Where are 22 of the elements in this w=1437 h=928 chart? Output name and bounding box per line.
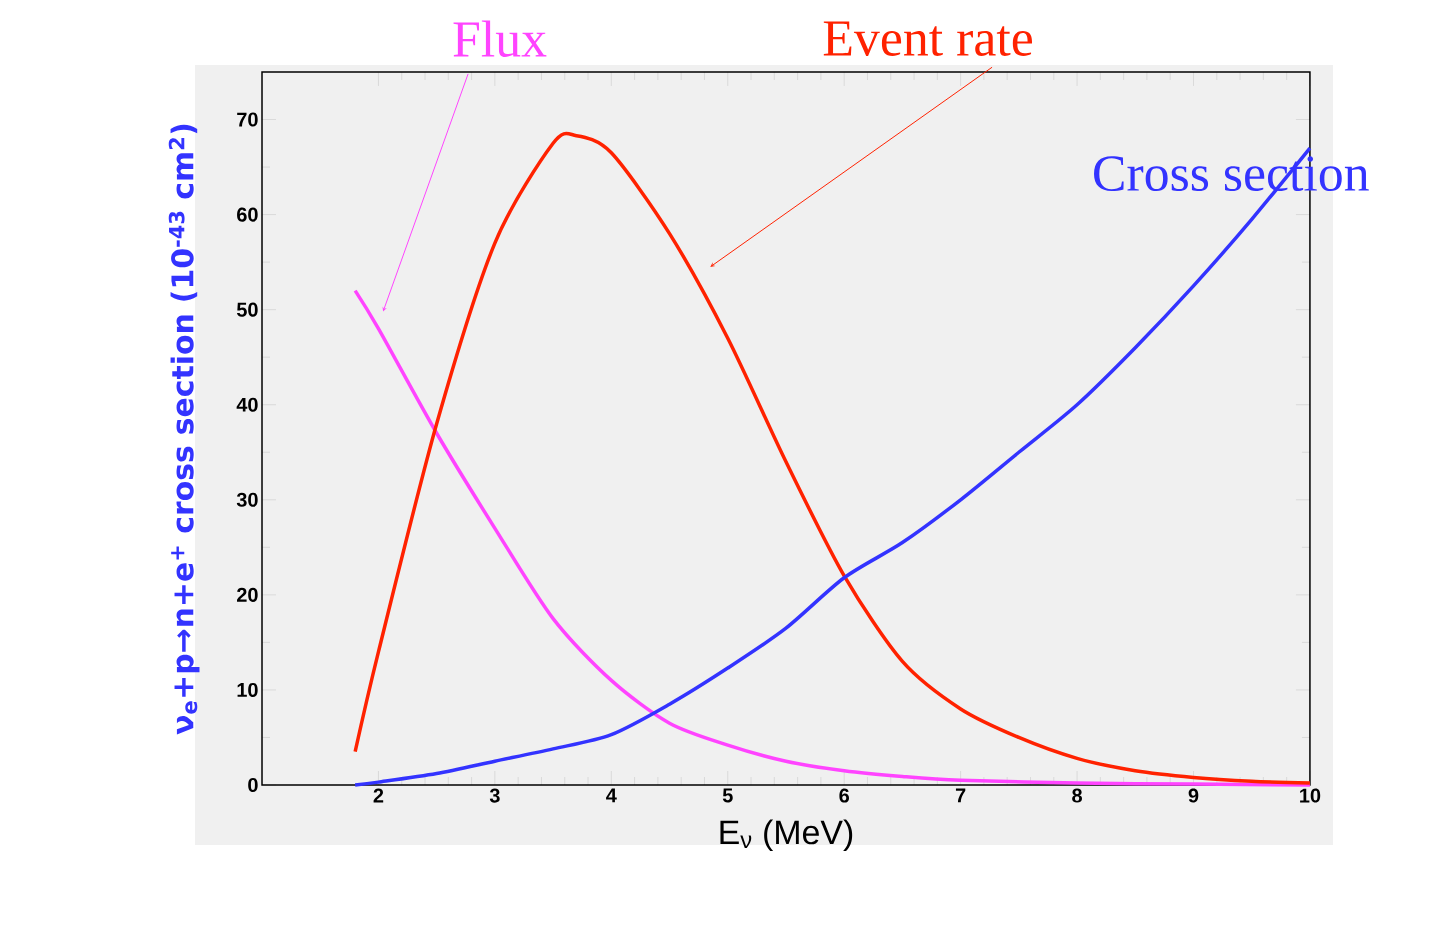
text: ν$_{e}$+p→n+e$^{+}$ cross section (10$^{-43}$ cm$^{2}$): [168, 124, 200, 735]
x-tick-label: 5: [722, 788, 733, 803]
x-axis-title: E$_{ν}$ (MeV): [720, 819, 853, 852]
y-tick-label: 10: [237, 682, 258, 697]
y-tick-label: 40: [236, 397, 258, 412]
x-tick-label: 8: [1072, 788, 1082, 803]
y-tick-label: 20: [237, 587, 258, 602]
x-tick-label: 10: [1300, 788, 1321, 803]
y-tick-label: 30: [236, 492, 258, 507]
y-tick-label: 70: [237, 112, 258, 127]
text: Flux: [453, 20, 547, 57]
x-tick-label: 4: [606, 788, 617, 803]
x-tick-label: 7: [955, 788, 966, 803]
line-series: [353, 288, 1312, 787]
x-tick-label: 9: [1188, 788, 1199, 803]
x-tick-label: 3: [489, 788, 500, 803]
y-tick-label: 0: [248, 777, 258, 793]
x-tick-label: 2: [373, 788, 384, 803]
text: Event rate: [823, 21, 1032, 56]
y-tick-label: 60: [237, 207, 258, 222]
y-tick-label: 50: [236, 302, 258, 317]
x-tick-label: 6: [839, 788, 850, 803]
